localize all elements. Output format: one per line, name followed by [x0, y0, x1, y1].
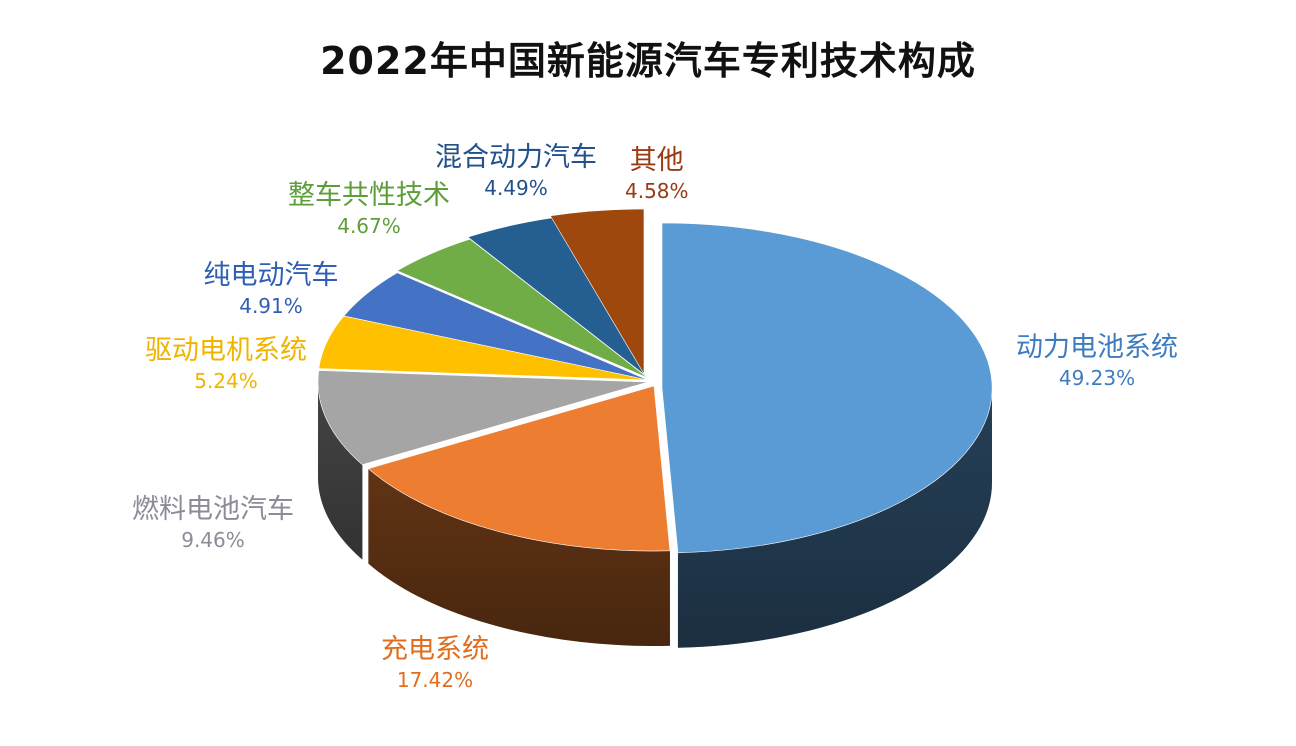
slice-label-value: 4.49% [484, 176, 548, 201]
pie-slice [549, 208, 645, 376]
slice-label-value: 4.58% [625, 179, 689, 204]
slice-label-name: 充电系统 [381, 634, 489, 665]
slice-label: 驱动电机系统 5.24% [145, 333, 307, 394]
pie-sides [318, 382, 992, 648]
slice-label-name: 混合动力汽车 [435, 142, 597, 173]
pie-slice [661, 222, 993, 554]
slice-label-name: 驱动电机系统 [145, 335, 307, 366]
slice-label-value: 4.91% [239, 294, 303, 319]
slice-label: 整车共性技术 4.67% [288, 178, 450, 239]
slice-label: 充电系统 17.42% [381, 632, 489, 693]
slice-label-name: 动力电池系统 [1016, 332, 1178, 363]
slice-label-value: 4.67% [337, 214, 401, 239]
pie-slice [396, 238, 649, 379]
pie-slice [343, 272, 649, 381]
pie-slice-side-shading [318, 382, 363, 560]
slice-label: 纯电动汽车 4.91% [204, 258, 339, 319]
pie-slice [317, 370, 649, 465]
pie-slice-side-shading [677, 388, 992, 648]
slice-label-value: 5.24% [194, 369, 258, 394]
pie-slice-side-shading [368, 468, 670, 646]
slice-label: 动力电池系统 49.23% [1016, 330, 1178, 391]
slice-label-value: 9.46% [181, 528, 245, 553]
slice-label-name: 整车共性技术 [288, 180, 450, 211]
chart-title: 2022年中国新能源汽车专利技术构成 [320, 39, 976, 83]
pie-slice [367, 385, 671, 552]
slice-label: 混合动力汽车 4.49% [435, 140, 597, 201]
slice-label-name: 燃料电池汽车 [132, 494, 294, 525]
slice-label: 其他 4.58% [625, 143, 689, 204]
slice-label-value: 49.23% [1058, 366, 1136, 391]
slice-label-name: 纯电动汽车 [203, 260, 339, 291]
pie-tops [317, 208, 993, 554]
slice-label-value: 17.42% [396, 668, 474, 693]
slice-label: 燃料电池汽车 9.46% [132, 492, 294, 553]
slice-label-name: 其他 [629, 145, 684, 176]
